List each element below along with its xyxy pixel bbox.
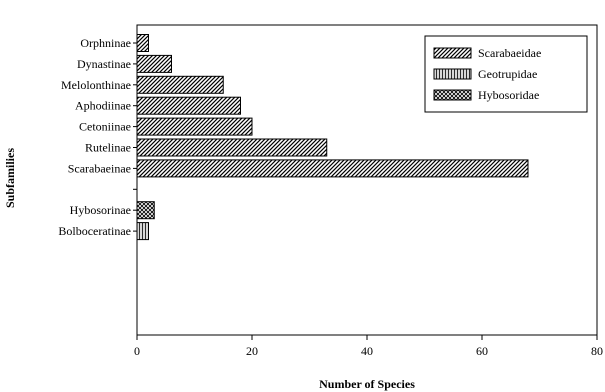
x-tick-label: 40 xyxy=(361,344,373,358)
bar-scarabaeidae-rutelinae xyxy=(136,138,328,157)
legend-label-scarabaeidae: Scarabaeidae xyxy=(478,46,541,60)
x-tick-label: 20 xyxy=(246,344,258,358)
legend-label-geotrupidae: Geotrupidae xyxy=(478,67,537,81)
x-tick-label: 80 xyxy=(591,344,603,358)
bar-scarabaeidae-scarabaeinae xyxy=(136,159,529,178)
bar-hybosoridae-hybosorinae xyxy=(136,201,155,220)
x-tick-label: 0 xyxy=(134,344,140,358)
legend-label-hybosoridae: Hybosoridae xyxy=(478,88,539,102)
legend-swatch-geotrupidae xyxy=(433,68,472,80)
bar-scarabaeidae-melolonthinae xyxy=(136,75,224,94)
category-label: Scarabaeinae xyxy=(68,161,131,175)
bar-scarabaeidae-cetoniinae xyxy=(136,117,253,136)
category-label: Cetoniinae xyxy=(79,120,131,134)
y-axis-title: Subfamilies xyxy=(3,148,17,208)
legend-swatch-scarabaeidae xyxy=(433,47,472,59)
bar-scarabaeidae-orphninae xyxy=(136,34,149,52)
category-label: Orphninae xyxy=(80,36,131,50)
category-label: Aphodiinae xyxy=(75,99,131,113)
bar-scarabaeidae-dynastinae xyxy=(136,54,172,73)
bar-scarabaeidae-aphodiinae xyxy=(136,96,241,115)
legend: Scarabaeidae Geotrupidae Hybosoridae xyxy=(424,35,588,113)
x-tick-label: 60 xyxy=(476,344,488,358)
x-axis-title: Number of Species xyxy=(319,377,415,391)
category-label: Melolonthinae xyxy=(61,78,131,92)
legend-swatch-hybosoridae xyxy=(433,89,472,101)
category-label: Rutelinae xyxy=(85,141,131,155)
category-label: Dynastinae xyxy=(77,57,131,71)
bar-geotrupidae-bolboceratinae xyxy=(136,222,149,241)
category-label: Hybosorinae xyxy=(70,203,131,217)
plot-area: 0 20 40 60 80 Orphninae Dynastinae Melolonthina… xyxy=(58,24,603,358)
category-label: Bolboceratinae xyxy=(58,224,131,238)
